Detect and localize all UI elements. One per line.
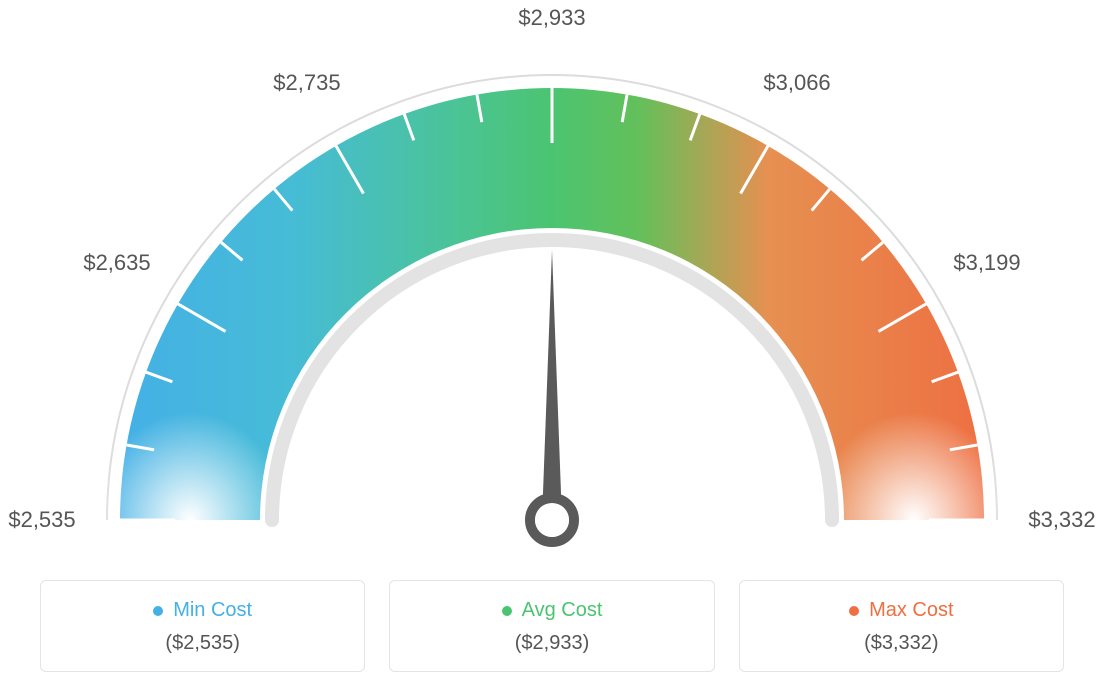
gauge-tick-label: $2,933 <box>518 5 585 31</box>
card-value-text: ($2,535) <box>61 632 344 655</box>
gauge-tick-label: $2,635 <box>83 250 150 276</box>
dot-icon <box>849 606 859 616</box>
gauge-tick-label: $2,535 <box>8 507 75 533</box>
card-avg-cost: Avg Cost ($2,933) <box>389 580 714 672</box>
card-min-cost: Min Cost ($2,535) <box>40 580 365 672</box>
card-title-text: Min Cost <box>173 599 252 622</box>
card-title-row: Min Cost <box>153 599 252 622</box>
gauge-tick-label: $3,066 <box>763 70 830 96</box>
dot-icon <box>502 606 512 616</box>
dot-icon <box>153 606 163 616</box>
gauge-svg <box>0 0 1104 560</box>
summary-cards: Min Cost ($2,535) Avg Cost ($2,933) Max … <box>40 580 1064 672</box>
gauge-chart: $2,535 $2,635 $2,735 $2,933 $3,066 $3,199 $3,3… <box>0 0 1104 560</box>
gauge-tick-label: $2,735 <box>273 70 340 96</box>
card-value-text: ($3,332) <box>760 632 1043 655</box>
card-value-text: ($2,933) <box>410 632 693 655</box>
card-title-row: Max Cost <box>849 599 953 622</box>
card-title-text: Max Cost <box>869 599 953 622</box>
card-title-row: Avg Cost <box>502 599 603 622</box>
gauge-tick-label: $3,332 <box>1028 507 1095 533</box>
card-max-cost: Max Cost ($3,332) <box>739 580 1064 672</box>
card-title-text: Avg Cost <box>522 599 603 622</box>
gauge-tick-label: $3,199 <box>953 250 1020 276</box>
